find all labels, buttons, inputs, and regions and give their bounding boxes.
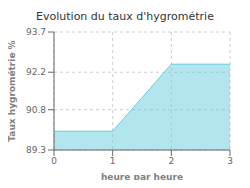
svg-text:93.7: 93.7 (26, 27, 46, 37)
svg-text:3: 3 (227, 156, 233, 166)
svg-text:0: 0 (51, 156, 57, 166)
svg-text:Taux hygrométrie %: Taux hygrométrie % (8, 40, 17, 141)
svg-text:89.3: 89.3 (26, 145, 46, 155)
svg-text:2: 2 (168, 156, 174, 166)
svg-text:heure par heure: heure par heure (101, 172, 183, 180)
svg-text:92.2: 92.2 (26, 67, 46, 77)
svg-text:1: 1 (110, 156, 116, 166)
svg-text:90.8: 90.8 (26, 105, 46, 115)
html-text:Evolution du taux d'hygrométri: Evolution du taux d'hygrométrie (36, 10, 214, 23)
